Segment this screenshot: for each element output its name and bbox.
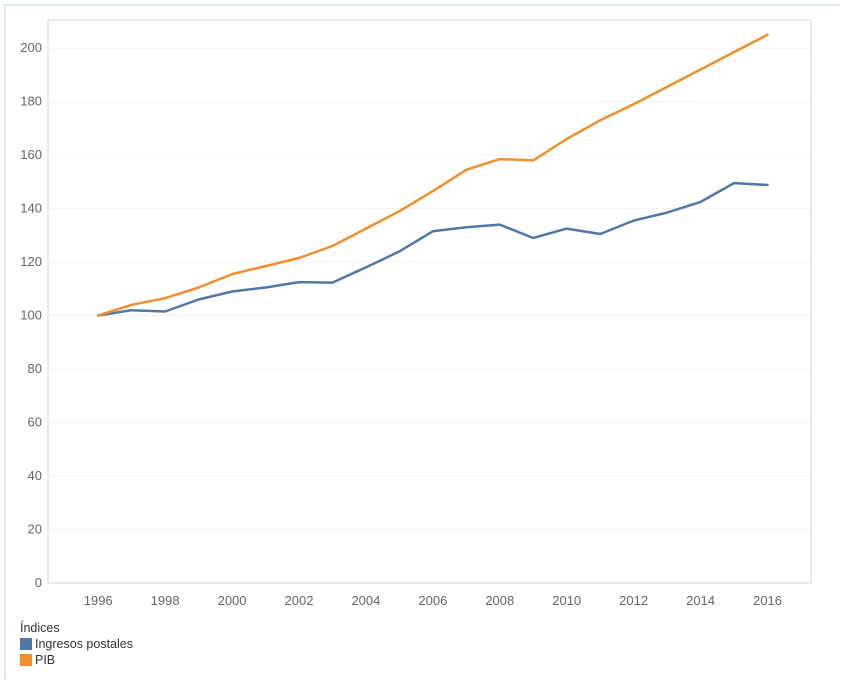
x-tick-label-2006: 2006 <box>418 593 447 608</box>
legend-item-ingresos-postales[interactable]: Ingresos postales <box>20 636 133 652</box>
data-point-0-2003[interactable] <box>329 280 335 286</box>
data-point-0-2005[interactable] <box>396 248 402 254</box>
data-point-0-2007[interactable] <box>463 224 469 230</box>
data-point-1-1998[interactable] <box>162 295 168 301</box>
y-tick-label-20: 20 <box>28 522 42 537</box>
data-point-1-2001[interactable] <box>263 263 269 269</box>
x-tick-label-2002: 2002 <box>285 593 314 608</box>
data-point-1-2015[interactable] <box>731 49 737 55</box>
x-tick-label-2004: 2004 <box>351 593 380 608</box>
y-tick-label-200: 200 <box>20 40 42 55</box>
data-point-1-2004[interactable] <box>363 226 369 232</box>
data-point-1-2016[interactable] <box>764 32 770 38</box>
series-lines <box>95 32 770 319</box>
data-point-1-2009[interactable] <box>530 157 536 163</box>
data-point-1-2011[interactable] <box>597 117 603 123</box>
data-point-0-2009[interactable] <box>530 235 536 241</box>
data-point-0-2015[interactable] <box>731 180 737 186</box>
chart-frame <box>4 4 840 679</box>
data-point-1-2003[interactable] <box>329 243 335 249</box>
data-point-1-1999[interactable] <box>196 284 202 290</box>
x-tick-label-2008: 2008 <box>485 593 514 608</box>
x-tick-label-2014: 2014 <box>686 593 715 608</box>
grid-lines <box>48 47 811 531</box>
data-point-1-2012[interactable] <box>631 101 637 107</box>
data-point-1-2002[interactable] <box>296 255 302 261</box>
data-point-0-2001[interactable] <box>263 284 269 290</box>
y-tick-label-140: 140 <box>20 201 42 216</box>
data-point-0-2012[interactable] <box>631 218 637 224</box>
legend-title: Índices <box>20 621 60 635</box>
data-point-0-2013[interactable] <box>664 210 670 216</box>
data-point-1-2005[interactable] <box>396 208 402 214</box>
data-point-0-2006[interactable] <box>430 228 436 234</box>
data-point-1-2000[interactable] <box>229 271 235 277</box>
data-point-1-2006[interactable] <box>430 188 436 194</box>
y-tick-label-180: 180 <box>20 94 42 109</box>
x-axis-ticks: 1996 1998 2000 2002 2004 2006 2008 2010 2012 2014… <box>84 593 782 608</box>
legend-label-pib: PIB <box>35 653 56 667</box>
legend-item-pib[interactable]: PIB <box>20 652 133 668</box>
data-point-1-2007[interactable] <box>463 167 469 173</box>
data-point-0-2004[interactable] <box>363 264 369 270</box>
x-tick-label-1996: 1996 <box>84 593 113 608</box>
legend-swatch-pib <box>20 654 32 666</box>
data-point-1-1997[interactable] <box>129 302 135 308</box>
y-tick-label-80: 80 <box>28 361 42 376</box>
y-tick-label-120: 120 <box>20 254 42 269</box>
legend-label-ingresos-postales: Ingresos postales <box>35 637 133 651</box>
plot-area <box>47 19 812 584</box>
data-point-0-2002[interactable] <box>296 279 302 285</box>
data-point-0-2010[interactable] <box>564 226 570 232</box>
x-tick-label-2010: 2010 <box>552 593 581 608</box>
x-tick-label-2000: 2000 <box>218 593 247 608</box>
y-tick-label-40: 40 <box>28 468 42 483</box>
x-tick-label-1998: 1998 <box>151 593 180 608</box>
x-tick-label-2016: 2016 <box>753 593 782 608</box>
y-tick-label-60: 60 <box>28 415 42 430</box>
legend-swatch-ingresos-postales <box>20 638 32 650</box>
data-point-0-1998[interactable] <box>162 309 168 315</box>
data-point-1-2014[interactable] <box>698 66 704 72</box>
data-point-1-1996[interactable] <box>95 313 101 319</box>
legend: Índices Ingresos postales PIB <box>20 621 133 668</box>
data-point-0-2008[interactable] <box>497 222 503 228</box>
data-point-1-2010[interactable] <box>564 136 570 142</box>
series-line-pib[interactable] <box>96 33 769 317</box>
data-point-0-2014[interactable] <box>698 199 704 205</box>
y-tick-label-160: 160 <box>20 147 42 162</box>
data-point-1-2008[interactable] <box>497 156 503 162</box>
y-axis-ticks: 0 20 40 60 80 100 120 140 160 180 200 <box>20 40 42 590</box>
data-point-0-2011[interactable] <box>597 231 603 237</box>
data-point-0-1997[interactable] <box>129 307 135 313</box>
data-point-0-2000[interactable] <box>229 288 235 294</box>
data-point-1-2013[interactable] <box>664 84 670 90</box>
x-tick-label-2012: 2012 <box>619 593 648 608</box>
data-point-0-1999[interactable] <box>196 296 202 302</box>
data-point-0-2016[interactable] <box>764 182 770 188</box>
y-tick-label-100: 100 <box>20 308 42 323</box>
series-line-ingresos-postales[interactable] <box>96 181 769 317</box>
y-tick-label-0: 0 <box>35 575 42 590</box>
